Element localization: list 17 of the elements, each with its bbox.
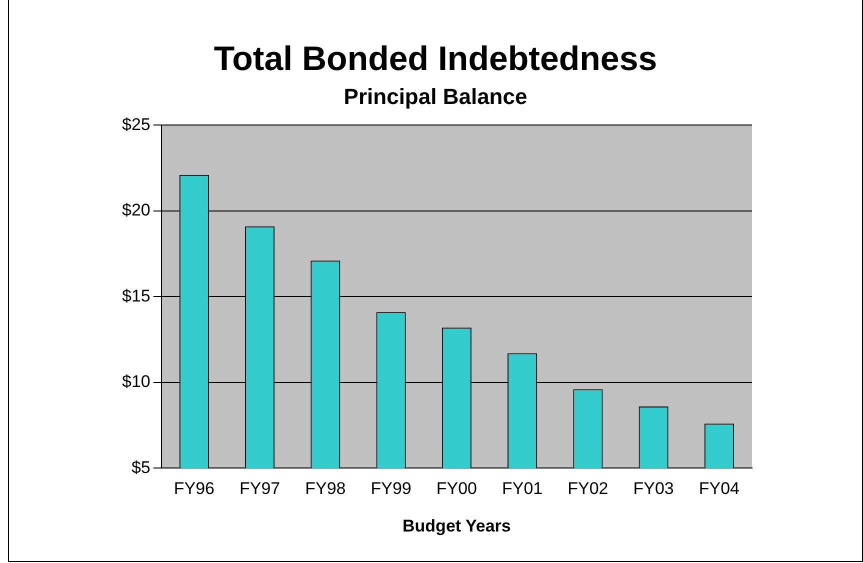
chart-subtitle: Principal Balance — [344, 84, 528, 110]
x-axis-title: Budget Years — [402, 516, 511, 536]
x-tick-label: FY02 — [568, 479, 608, 498]
x-tick-label: FY97 — [239, 479, 280, 498]
y-tick-label: $20 — [122, 200, 150, 220]
x-tick-label: FY00 — [436, 479, 477, 498]
x-tick-label: FY99 — [370, 479, 412, 498]
y-tick-label: $15 — [122, 286, 150, 306]
x-tick-label: FY96 — [174, 479, 214, 498]
y-tick-label: $25 — [122, 114, 150, 134]
x-tick-label: FY04 — [698, 479, 740, 498]
chart-title: Total Bonded Indebtedness — [214, 40, 658, 78]
y-tick-label: $5 — [131, 458, 150, 477]
x-tick-label: FY03 — [633, 479, 674, 498]
x-tick-label: FY01 — [502, 479, 543, 498]
x-tick-label: FY98 — [305, 479, 346, 498]
y-tick-label: $10 — [122, 372, 150, 392]
